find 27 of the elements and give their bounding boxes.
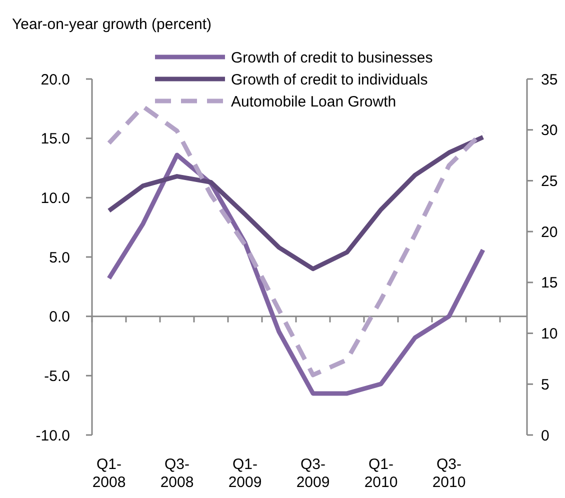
- line-series: [106, 152, 486, 396]
- y-tick-label: 15.0: [40, 130, 70, 148]
- y2-tick-label: 5: [541, 376, 550, 394]
- y2-tick-label: 30: [541, 122, 558, 140]
- y2-tick-label: 0: [541, 427, 550, 444]
- legend-label: Automobile Loan Growth: [231, 93, 396, 110]
- y-tick-label: -10.0: [36, 427, 70, 444]
- x-tick-label: Q1-2010: [364, 456, 398, 491]
- y-tick-label: 5.0: [49, 249, 70, 266]
- x-tick-label: Q1-2008: [92, 456, 126, 491]
- y-tick-label: 10.0: [40, 190, 70, 207]
- y2-tick-label: 15: [541, 274, 558, 292]
- x-tick-label: Q3-2010: [432, 456, 466, 491]
- line-series: [106, 134, 486, 272]
- x-tick-label: Q3-2009: [296, 456, 330, 491]
- y-tick-label: 20.0: [40, 71, 70, 88]
- y2-tick-label: 25: [541, 172, 558, 190]
- y2-tick-label: 35: [541, 71, 558, 88]
- x-tick-label: Q1-2009: [228, 456, 262, 491]
- legend-label: Growth of credit to individuals: [231, 71, 428, 88]
- y2-tick-label: 20: [541, 224, 558, 241]
- y-tick-label: 0.0: [49, 308, 70, 326]
- y-axis-title: Year-on-year growth (percent): [12, 16, 212, 33]
- legend-label: Growth of credit to businesses: [231, 49, 433, 66]
- x-tick-label: Q3-2008: [160, 456, 194, 491]
- y-tick-label: -5.0: [44, 368, 70, 385]
- y2-tick-label: 10: [541, 326, 558, 343]
